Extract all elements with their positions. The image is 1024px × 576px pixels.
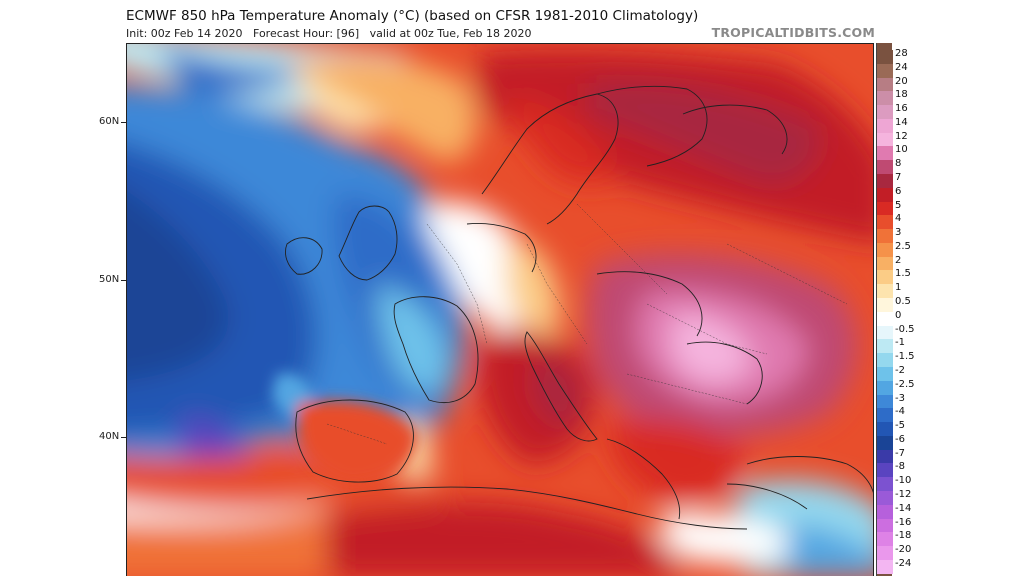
colorbar-label: -6 (895, 433, 905, 445)
chart-title: ECMWF 850 hPa Temperature Anomaly (°C) (… (126, 8, 699, 24)
colorbar-swatch (877, 284, 893, 299)
colorbar-label: -12 (895, 488, 912, 500)
colorbar-label: 16 (895, 103, 908, 115)
colorbar-swatch (877, 490, 893, 506)
colorbar-swatch (877, 353, 893, 368)
colorbar-swatch (877, 242, 893, 258)
colorbar-swatch (877, 105, 893, 120)
colorbar-label: -24 (895, 557, 912, 569)
colorbar-label: 6 (895, 185, 902, 197)
colorbar-label: -3 (895, 392, 905, 404)
colorbar-label: 0 (895, 309, 902, 321)
colorbar-label: 2 (895, 254, 902, 266)
colorbar-label: 1.5 (895, 268, 911, 280)
lat-label-40: 40N (99, 431, 120, 442)
colorbar-swatch (877, 91, 893, 106)
colorbar-swatch (877, 201, 893, 216)
colorbar-swatch (877, 422, 893, 437)
colorbar-swatch (877, 339, 893, 354)
colorbar-swatch (877, 270, 893, 285)
colorbar-swatch (877, 435, 893, 451)
colorbar-swatch (877, 146, 893, 161)
colorbar-label: -0.5 (895, 323, 915, 335)
colorbar-swatch (877, 559, 893, 575)
colorbar-swatch (877, 63, 893, 79)
colorbar-swatch (877, 325, 893, 340)
colorbar-swatch (877, 160, 893, 175)
colorbar-swatch (877, 449, 893, 464)
colorbar-label: 1 (895, 282, 902, 294)
lat-tick-40 (121, 437, 126, 438)
colorbar-label: -18 (895, 530, 912, 542)
colorbar-swatch (877, 132, 893, 147)
colorbar-swatch (877, 463, 893, 478)
colorbar-swatch (877, 380, 893, 395)
colorbar-swatch (877, 366, 893, 382)
colorbar-swatch (877, 518, 893, 533)
colorbar-label: 24 (895, 61, 908, 73)
colorbar-swatch (877, 504, 893, 519)
lat-label-50: 50N (99, 274, 120, 285)
colorbar-label: 10 (895, 144, 908, 156)
colorbar-swatch (877, 187, 893, 203)
anomaly-map[interactable] (126, 43, 874, 576)
colorbar-swatch (877, 256, 893, 271)
colorbar-swatch (877, 394, 893, 409)
colorbar-label: 12 (895, 130, 908, 142)
coastlines (285, 85, 873, 530)
lat-tick-50 (121, 280, 126, 281)
colorbar-label: -8 (895, 461, 905, 473)
colorbar-label: 5 (895, 199, 902, 211)
lat-tick-60 (121, 122, 126, 123)
colorbar-label: -20 (895, 544, 912, 556)
colorbar-swatch (877, 50, 893, 65)
colorbar-swatch (877, 77, 893, 92)
colorbar-label: 0.5 (895, 296, 911, 308)
colorbar-swatch (877, 546, 893, 561)
colorbar-label: -16 (895, 516, 912, 528)
colorbar-swatch (877, 229, 893, 244)
colorbar-label: 18 (895, 89, 908, 101)
forecast-info: Init: 00z Feb 14 2020 Forecast Hour: [96… (126, 27, 532, 40)
colorbar-label: 2.5 (895, 240, 911, 252)
temperature-colorbar (876, 43, 893, 576)
colorbar-label: 7 (895, 172, 902, 184)
colorbar-swatch (877, 174, 893, 189)
colorbar-label: -5 (895, 420, 905, 432)
colorbar-label: -7 (895, 447, 905, 459)
colorbar-label: -10 (895, 475, 912, 487)
admin-borders (326, 203, 848, 445)
colorbar-swatch (877, 118, 893, 134)
colorbar-swatch (877, 477, 893, 492)
colorbar-swatch (877, 311, 893, 327)
anomaly-map-graphic (127, 44, 873, 576)
colorbar-label: -2.5 (895, 378, 915, 390)
colorbar-label: 20 (895, 75, 908, 87)
colorbar-label: -1 (895, 337, 905, 349)
colorbar-label: -14 (895, 502, 912, 514)
lat-label-60: 60N (99, 116, 120, 127)
colorbar-label: -4 (895, 406, 905, 418)
colorbar-swatch (877, 298, 893, 313)
colorbar-swatch (877, 408, 893, 423)
colorbar-label: 3 (895, 227, 902, 239)
colorbar-label: 8 (895, 158, 902, 170)
colorbar-label: 14 (895, 116, 908, 128)
colorbar-label: -1.5 (895, 351, 915, 363)
colorbar-swatch (877, 532, 893, 547)
colorbar-label: -2 (895, 364, 905, 376)
source-credit: TROPICALTIDBITS.COM (711, 25, 875, 40)
colorbar-label: 28 (895, 48, 908, 59)
colorbar-swatch (877, 215, 893, 230)
colorbar-label: 4 (895, 213, 902, 225)
